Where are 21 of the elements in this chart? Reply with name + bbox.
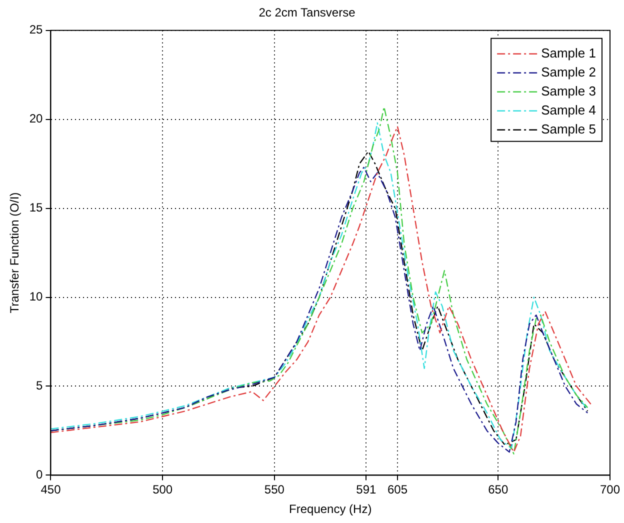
y-axis-title: Transfer Function (O/I) bbox=[8, 192, 22, 314]
legend-label: Sample 4 bbox=[541, 102, 596, 118]
y-tick-label: 10 bbox=[29, 290, 44, 304]
y-tick-label: 0 bbox=[36, 468, 44, 482]
x-axis-title: Frequency (Hz) bbox=[289, 502, 372, 516]
x-tick-label: 650 bbox=[488, 482, 508, 497]
chart-title: 2c 2cm Tansverse bbox=[258, 6, 356, 20]
legend-label: Sample 3 bbox=[541, 83, 596, 98]
x-tick-label: 700 bbox=[600, 482, 620, 497]
x-tick-label: 591 bbox=[356, 482, 376, 497]
legend-label: Sample 1 bbox=[541, 45, 596, 60]
x-tick-label: 605 bbox=[387, 482, 408, 497]
x-tick-label: 450 bbox=[40, 482, 62, 497]
legend-label: Sample 5 bbox=[541, 121, 596, 136]
y-tick-label: 25 bbox=[29, 22, 44, 37]
x-tick-label: 550 bbox=[264, 482, 285, 497]
legend-label: Sample 2 bbox=[541, 64, 596, 80]
y-tick-label: 20 bbox=[29, 112, 44, 126]
y-tick-label: 15 bbox=[29, 200, 44, 215]
x-tick-label: 500 bbox=[152, 482, 173, 497]
y-tick-label: 5 bbox=[36, 378, 44, 393]
